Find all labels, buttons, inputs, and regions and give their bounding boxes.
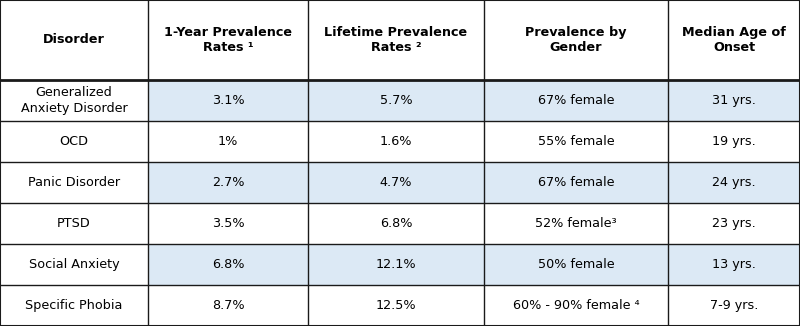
Text: 6.8%: 6.8% bbox=[380, 217, 412, 230]
Bar bbox=[484, 162, 668, 203]
Bar bbox=[484, 244, 668, 285]
Text: 2.7%: 2.7% bbox=[212, 176, 244, 189]
Text: 5.7%: 5.7% bbox=[380, 94, 412, 107]
Bar bbox=[668, 162, 800, 203]
Bar bbox=[0, 244, 148, 285]
Bar bbox=[148, 0, 308, 80]
Bar bbox=[0, 203, 148, 244]
Text: 52% female³: 52% female³ bbox=[535, 217, 617, 230]
Text: Specific Phobia: Specific Phobia bbox=[26, 299, 122, 312]
Text: Median Age of
Onset: Median Age of Onset bbox=[682, 26, 786, 54]
Bar bbox=[308, 0, 484, 80]
Text: 3.5%: 3.5% bbox=[212, 217, 244, 230]
Bar bbox=[0, 162, 148, 203]
Bar bbox=[668, 244, 800, 285]
Text: 60% - 90% female ⁴: 60% - 90% female ⁴ bbox=[513, 299, 639, 312]
Text: Lifetime Prevalence
Rates ²: Lifetime Prevalence Rates ² bbox=[325, 26, 467, 54]
Bar bbox=[308, 244, 484, 285]
Text: 12.1%: 12.1% bbox=[376, 258, 416, 271]
Text: 24 yrs.: 24 yrs. bbox=[712, 176, 756, 189]
Text: 13 yrs.: 13 yrs. bbox=[712, 258, 756, 271]
Text: PTSD: PTSD bbox=[57, 217, 91, 230]
Bar bbox=[0, 80, 148, 121]
Bar bbox=[484, 285, 668, 326]
Text: Generalized
Anxiety Disorder: Generalized Anxiety Disorder bbox=[21, 86, 127, 115]
Text: 67% female: 67% female bbox=[538, 94, 614, 107]
Text: Social Anxiety: Social Anxiety bbox=[29, 258, 119, 271]
Text: Panic Disorder: Panic Disorder bbox=[28, 176, 120, 189]
Bar bbox=[0, 0, 148, 80]
Text: OCD: OCD bbox=[59, 135, 89, 148]
Bar bbox=[484, 80, 668, 121]
Text: 50% female: 50% female bbox=[538, 258, 614, 271]
Text: 1.6%: 1.6% bbox=[380, 135, 412, 148]
Text: Disorder: Disorder bbox=[43, 34, 105, 46]
Bar bbox=[0, 121, 148, 162]
Text: 31 yrs.: 31 yrs. bbox=[712, 94, 756, 107]
Bar bbox=[148, 80, 308, 121]
Bar bbox=[668, 285, 800, 326]
Bar bbox=[668, 80, 800, 121]
Bar bbox=[148, 203, 308, 244]
Bar bbox=[148, 285, 308, 326]
Text: 19 yrs.: 19 yrs. bbox=[712, 135, 756, 148]
Text: 23 yrs.: 23 yrs. bbox=[712, 217, 756, 230]
Bar bbox=[308, 121, 484, 162]
Text: 4.7%: 4.7% bbox=[380, 176, 412, 189]
Text: 67% female: 67% female bbox=[538, 176, 614, 189]
Bar bbox=[308, 80, 484, 121]
Bar bbox=[148, 244, 308, 285]
Bar bbox=[0, 285, 148, 326]
Bar bbox=[148, 162, 308, 203]
Text: 6.8%: 6.8% bbox=[212, 258, 244, 271]
Text: 1-Year Prevalence
Rates ¹: 1-Year Prevalence Rates ¹ bbox=[164, 26, 292, 54]
Bar bbox=[484, 203, 668, 244]
Bar bbox=[308, 285, 484, 326]
Bar bbox=[668, 203, 800, 244]
Text: 12.5%: 12.5% bbox=[376, 299, 416, 312]
Bar bbox=[484, 121, 668, 162]
Bar bbox=[668, 121, 800, 162]
Bar bbox=[308, 162, 484, 203]
Text: 7-9 yrs.: 7-9 yrs. bbox=[710, 299, 758, 312]
Text: 3.1%: 3.1% bbox=[212, 94, 244, 107]
Bar bbox=[308, 203, 484, 244]
Text: 1%: 1% bbox=[218, 135, 238, 148]
Text: Prevalence by
Gender: Prevalence by Gender bbox=[526, 26, 626, 54]
Bar bbox=[668, 0, 800, 80]
Bar bbox=[148, 121, 308, 162]
Bar bbox=[484, 0, 668, 80]
Text: 55% female: 55% female bbox=[538, 135, 614, 148]
Text: 8.7%: 8.7% bbox=[212, 299, 244, 312]
